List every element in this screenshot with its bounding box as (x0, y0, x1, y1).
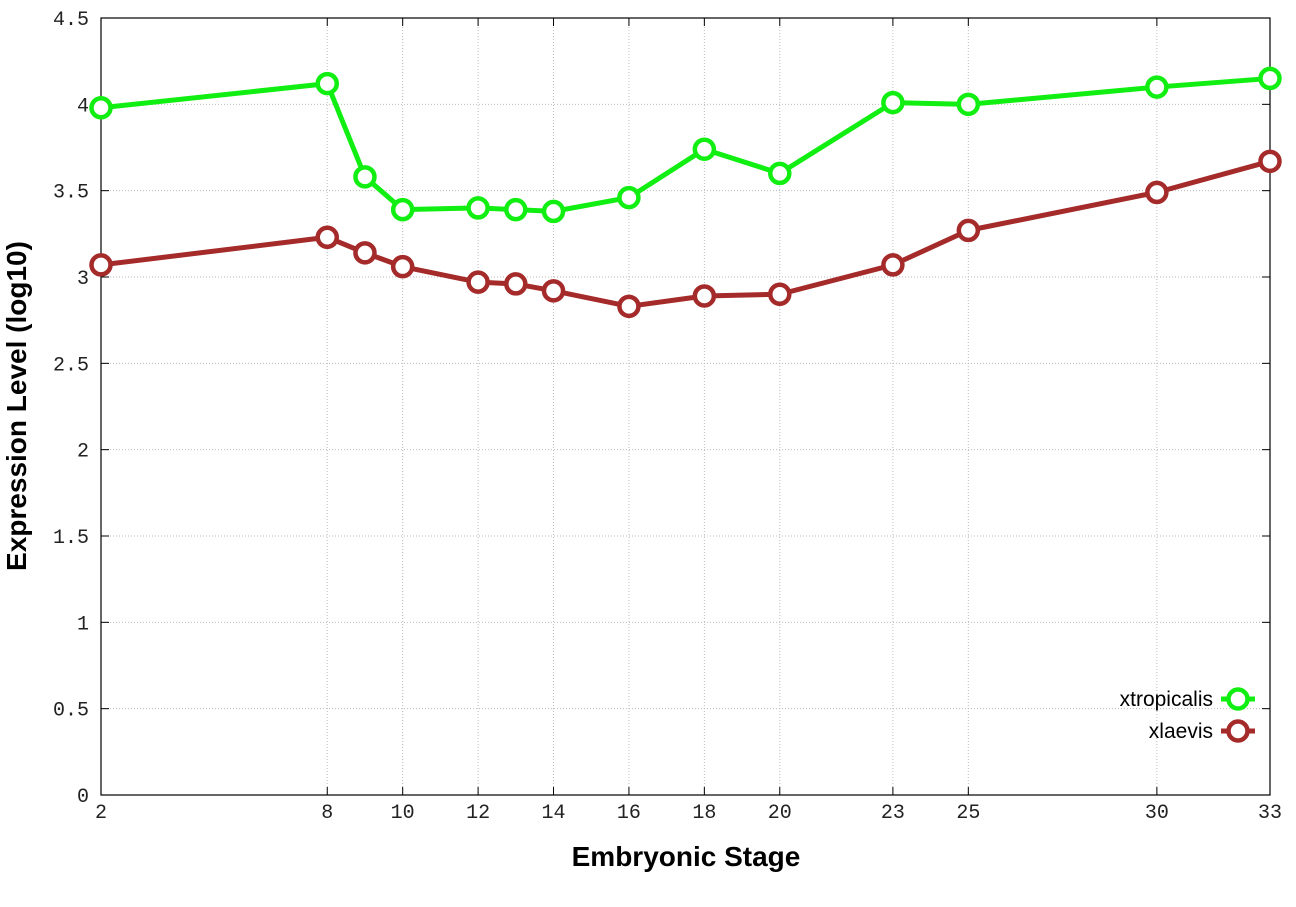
data-point (315, 225, 340, 250)
series-line (100, 158, 1271, 309)
data-point (353, 241, 377, 265)
x-tick-label: 16 (617, 802, 641, 825)
data-point (541, 199, 566, 224)
y-tick-label: 2.5 (53, 354, 89, 377)
legend-label: xlaevis (1149, 720, 1213, 743)
data-point (89, 96, 113, 120)
x-tick-label: 30 (1145, 802, 1169, 825)
y-tick-label: 2 (77, 441, 89, 464)
data-point (768, 282, 792, 307)
data-point (617, 294, 641, 319)
y-axis-title: Expression Level (log10) (1, 241, 32, 571)
x-tick-label: 2 (95, 802, 107, 825)
x-tick-label: 23 (881, 802, 905, 825)
series-line (100, 75, 1271, 214)
data-point (466, 270, 490, 294)
x-tick-label: 14 (542, 802, 566, 825)
data-point (881, 90, 905, 115)
data-point (353, 165, 377, 189)
data-point (1145, 75, 1169, 99)
y-tick-label: 0 (77, 786, 89, 809)
x-tick-label: 18 (692, 802, 716, 825)
data-point (692, 284, 717, 308)
x-tick-label: 25 (956, 802, 980, 825)
legend-label: xtropicalis (1120, 688, 1213, 711)
x-tick-label: 8 (321, 802, 333, 825)
legend-marker (1226, 719, 1250, 743)
x-tick-label: 20 (768, 802, 792, 825)
data-point (89, 253, 113, 277)
data-point (1145, 180, 1169, 205)
data-point (390, 254, 415, 279)
data-point (1258, 66, 1282, 91)
y-tick-label: 1 (77, 613, 89, 636)
x-tick-label: 33 (1258, 802, 1282, 825)
data-point (617, 185, 641, 210)
data-point (956, 92, 981, 117)
data-point (956, 218, 981, 243)
data-point (390, 197, 415, 222)
data-point (466, 196, 490, 220)
data-point (768, 161, 792, 186)
y-tick-label: 4 (77, 95, 89, 118)
plot-frame (100, 17, 1271, 796)
x-tick-label: 12 (466, 802, 490, 825)
x-tick-label: 10 (391, 802, 415, 825)
y-tick-label: 3 (77, 268, 89, 291)
data-point (541, 279, 566, 303)
data-point (692, 137, 717, 161)
y-tick-label: 4.5 (53, 9, 89, 32)
data-point (1258, 149, 1282, 174)
data-point (504, 197, 528, 222)
legend-marker (1226, 687, 1250, 711)
data-point (315, 71, 340, 96)
data-point (881, 253, 905, 277)
y-tick-label: 3.5 (53, 182, 89, 205)
y-tick-label: 1.5 (53, 527, 89, 550)
y-tick-label: 0.5 (53, 700, 89, 723)
data-point (504, 272, 528, 296)
x-axis-title: Embryonic Stage (572, 841, 801, 872)
